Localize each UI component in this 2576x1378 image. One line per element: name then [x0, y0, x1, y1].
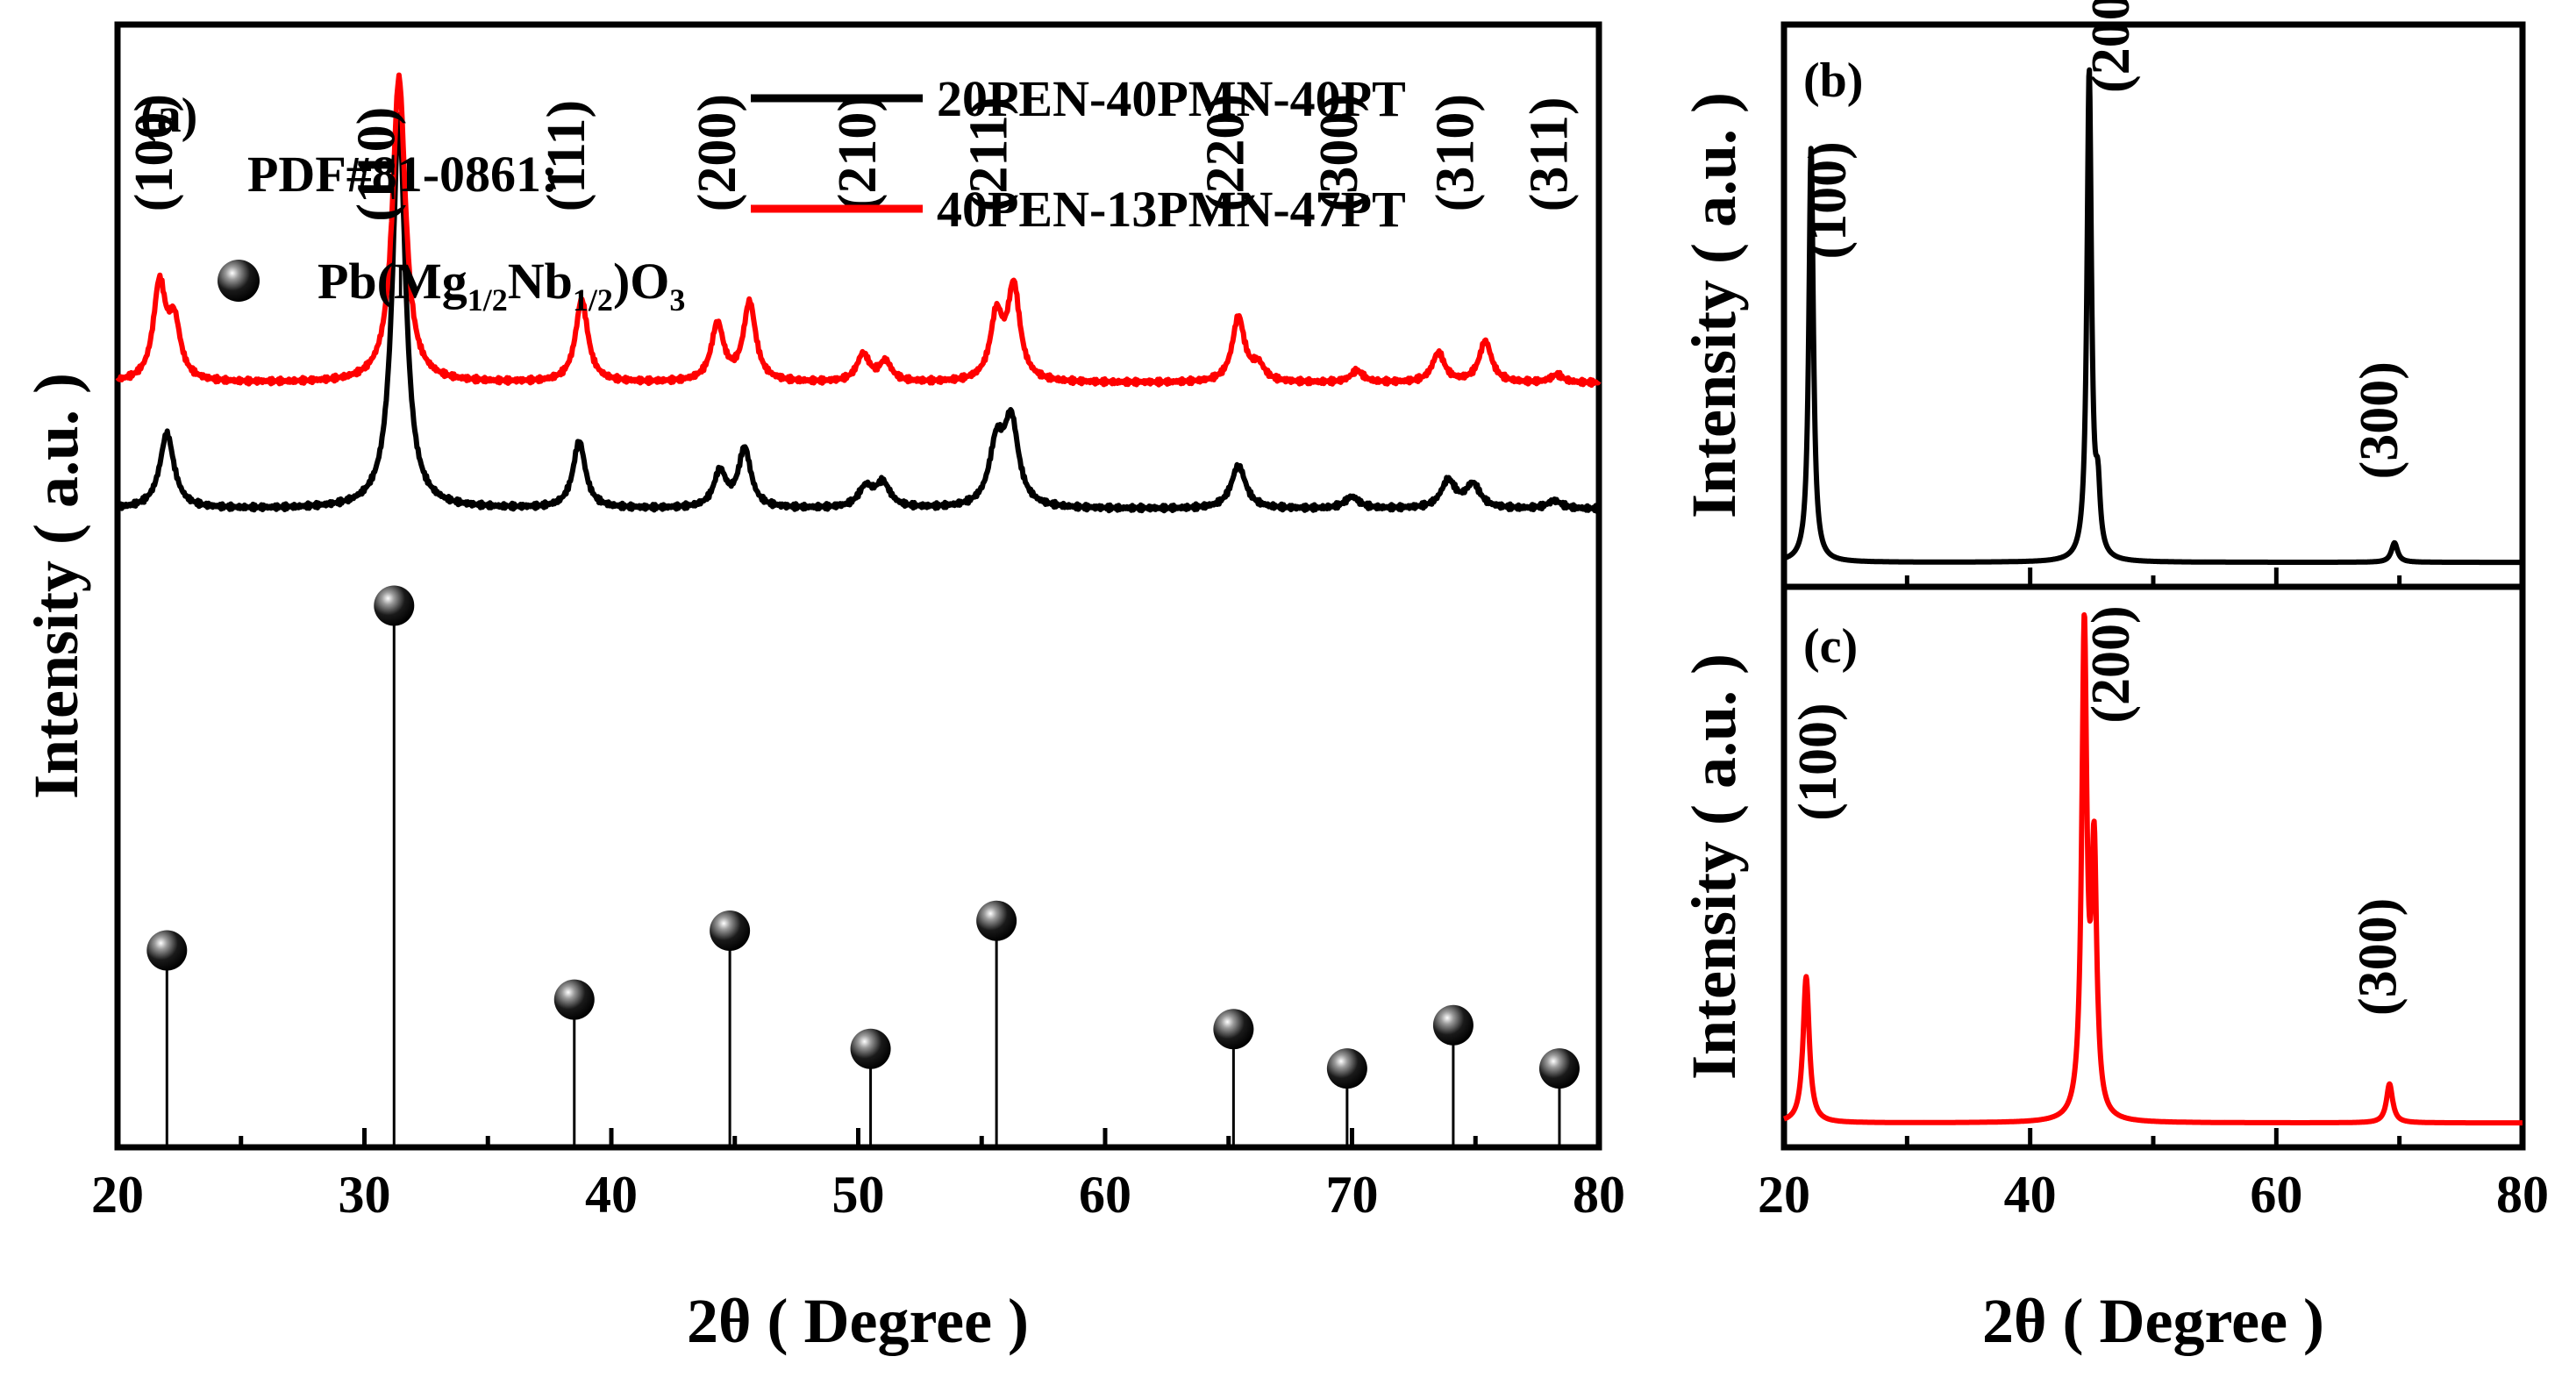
x-tick-label-a-0: 20 — [91, 1166, 144, 1224]
panel-a-x-ticks: 20 30 40 50 60 70 80 — [91, 1128, 1625, 1224]
x-tick-label-a-5: 70 — [1326, 1166, 1379, 1224]
series-line-a-0 — [116, 111, 1602, 514]
legend-label-red: 40PEN-13PMN-47PT — [937, 181, 1406, 238]
panel-a-tag: (a) — [140, 89, 197, 143]
panel-b-frame — [1780, 21, 2526, 590]
panel-b-y-axis-title: Intensity ( a.u. ) — [1679, 92, 1749, 518]
panel-b-series — [1781, 67, 2525, 566]
peak-label-c-2: (300) — [2349, 898, 2408, 1016]
peak-label-c-1: (200) — [2081, 605, 2141, 723]
peak-label-a-8: (310) — [1425, 94, 1485, 211]
reference-legend-marker — [218, 260, 260, 302]
peak-label-b-1: (200) — [2081, 0, 2141, 93]
x-tick-label-a-1: 30 — [339, 1166, 391, 1224]
panel-b: (100) (200) (300) (b) Intensity ( a.u. ) — [1679, 0, 2526, 590]
reference-marker-6 — [1213, 1009, 1254, 1050]
peak-label-a-2: (111) — [537, 100, 596, 211]
peak-label-b-0: (100) — [1798, 141, 1858, 259]
reference-pattern — [146, 585, 1580, 1147]
panel-a-x-axis-title: 2θ ( Degree ) — [687, 1286, 1029, 1356]
series-line-c-0 — [1781, 612, 2525, 1126]
panel-c-tag: (c) — [1803, 619, 1858, 674]
peak-label-a-6: (220) — [1196, 94, 1256, 211]
x-tick-label-a-2: 40 — [585, 1166, 638, 1224]
reference-marker-2 — [553, 979, 595, 1020]
panel-a-y-axis-title: Intensity ( a.u. ) — [21, 373, 91, 799]
x-tick-label-a-3: 50 — [832, 1166, 885, 1224]
reference-marker-1 — [374, 585, 415, 626]
x-tick-label-c-3: 80 — [2496, 1166, 2549, 1224]
series-line-b-0 — [1781, 67, 2525, 566]
panel-c-x-ticks: 20 40 60 80 — [1758, 1128, 2549, 1224]
reference-marker-0 — [146, 930, 188, 971]
peak-label-a-7: (300) — [1309, 94, 1369, 211]
x-tick-label-c-1: 40 — [2004, 1166, 2057, 1224]
panel-a-series — [115, 72, 1602, 514]
panel-c-y-axis-title: Intensity ( a.u. ) — [1679, 653, 1749, 1080]
panel-a: (100) (110) (111) (200) (210) (211) (220) (300)… — [21, 21, 1625, 1356]
peak-label-a-3: (200) — [688, 94, 747, 211]
reference-marker-4 — [850, 1028, 891, 1069]
reference-marker-5 — [976, 900, 1017, 941]
series-line-a-1 — [115, 72, 1602, 389]
peak-label-a-9: (311) — [1519, 96, 1579, 211]
peak-label-b-2: (300) — [2350, 361, 2409, 479]
peak-label-c-0: (100) — [1788, 703, 1848, 820]
reference-marker-3 — [710, 910, 751, 951]
reference-compound-label: Pb(Mg1/2Nb1/2)O3 — [318, 253, 685, 318]
panel-c-x-axis-title: 2θ ( Degree ) — [1982, 1286, 2324, 1356]
x-tick-label-c-0: 20 — [1758, 1166, 1810, 1224]
peak-label-a-5: (211) — [959, 96, 1018, 211]
x-tick-label-c-2: 60 — [2250, 1166, 2302, 1224]
legend-label-black: 20PEN-40PMN-40PT — [937, 70, 1406, 127]
panel-c-peak-labels: (100) (200) (300) — [1788, 605, 2408, 1016]
panel-b-peak-labels: (100) (200) (300) — [1798, 0, 2409, 479]
reference-card-label: PDF#81-0861: — [247, 146, 558, 203]
reference-marker-7 — [1326, 1048, 1367, 1089]
reference-marker-9 — [1538, 1048, 1580, 1089]
panel-c: (100) (200) (300) 20 40 60 80 (c) Intensity (… — [1679, 583, 2549, 1356]
reference-marker-8 — [1432, 1004, 1474, 1046]
x-tick-label-a-4: 60 — [1079, 1166, 1131, 1224]
panel-c-frame — [1780, 583, 2526, 1151]
panel-a-peak-labels: (100) (110) (111) (200) (210) (211) (220) (300)… — [125, 94, 1580, 222]
panel-c-series — [1781, 612, 2525, 1126]
peak-label-a-4: (210) — [828, 94, 888, 211]
x-tick-label-a-6: 80 — [1573, 1166, 1625, 1224]
peak-label-a-0: (100) — [125, 94, 184, 211]
panel-b-tag: (b) — [1803, 54, 1863, 108]
peak-label-a-1: (110) — [346, 107, 406, 222]
